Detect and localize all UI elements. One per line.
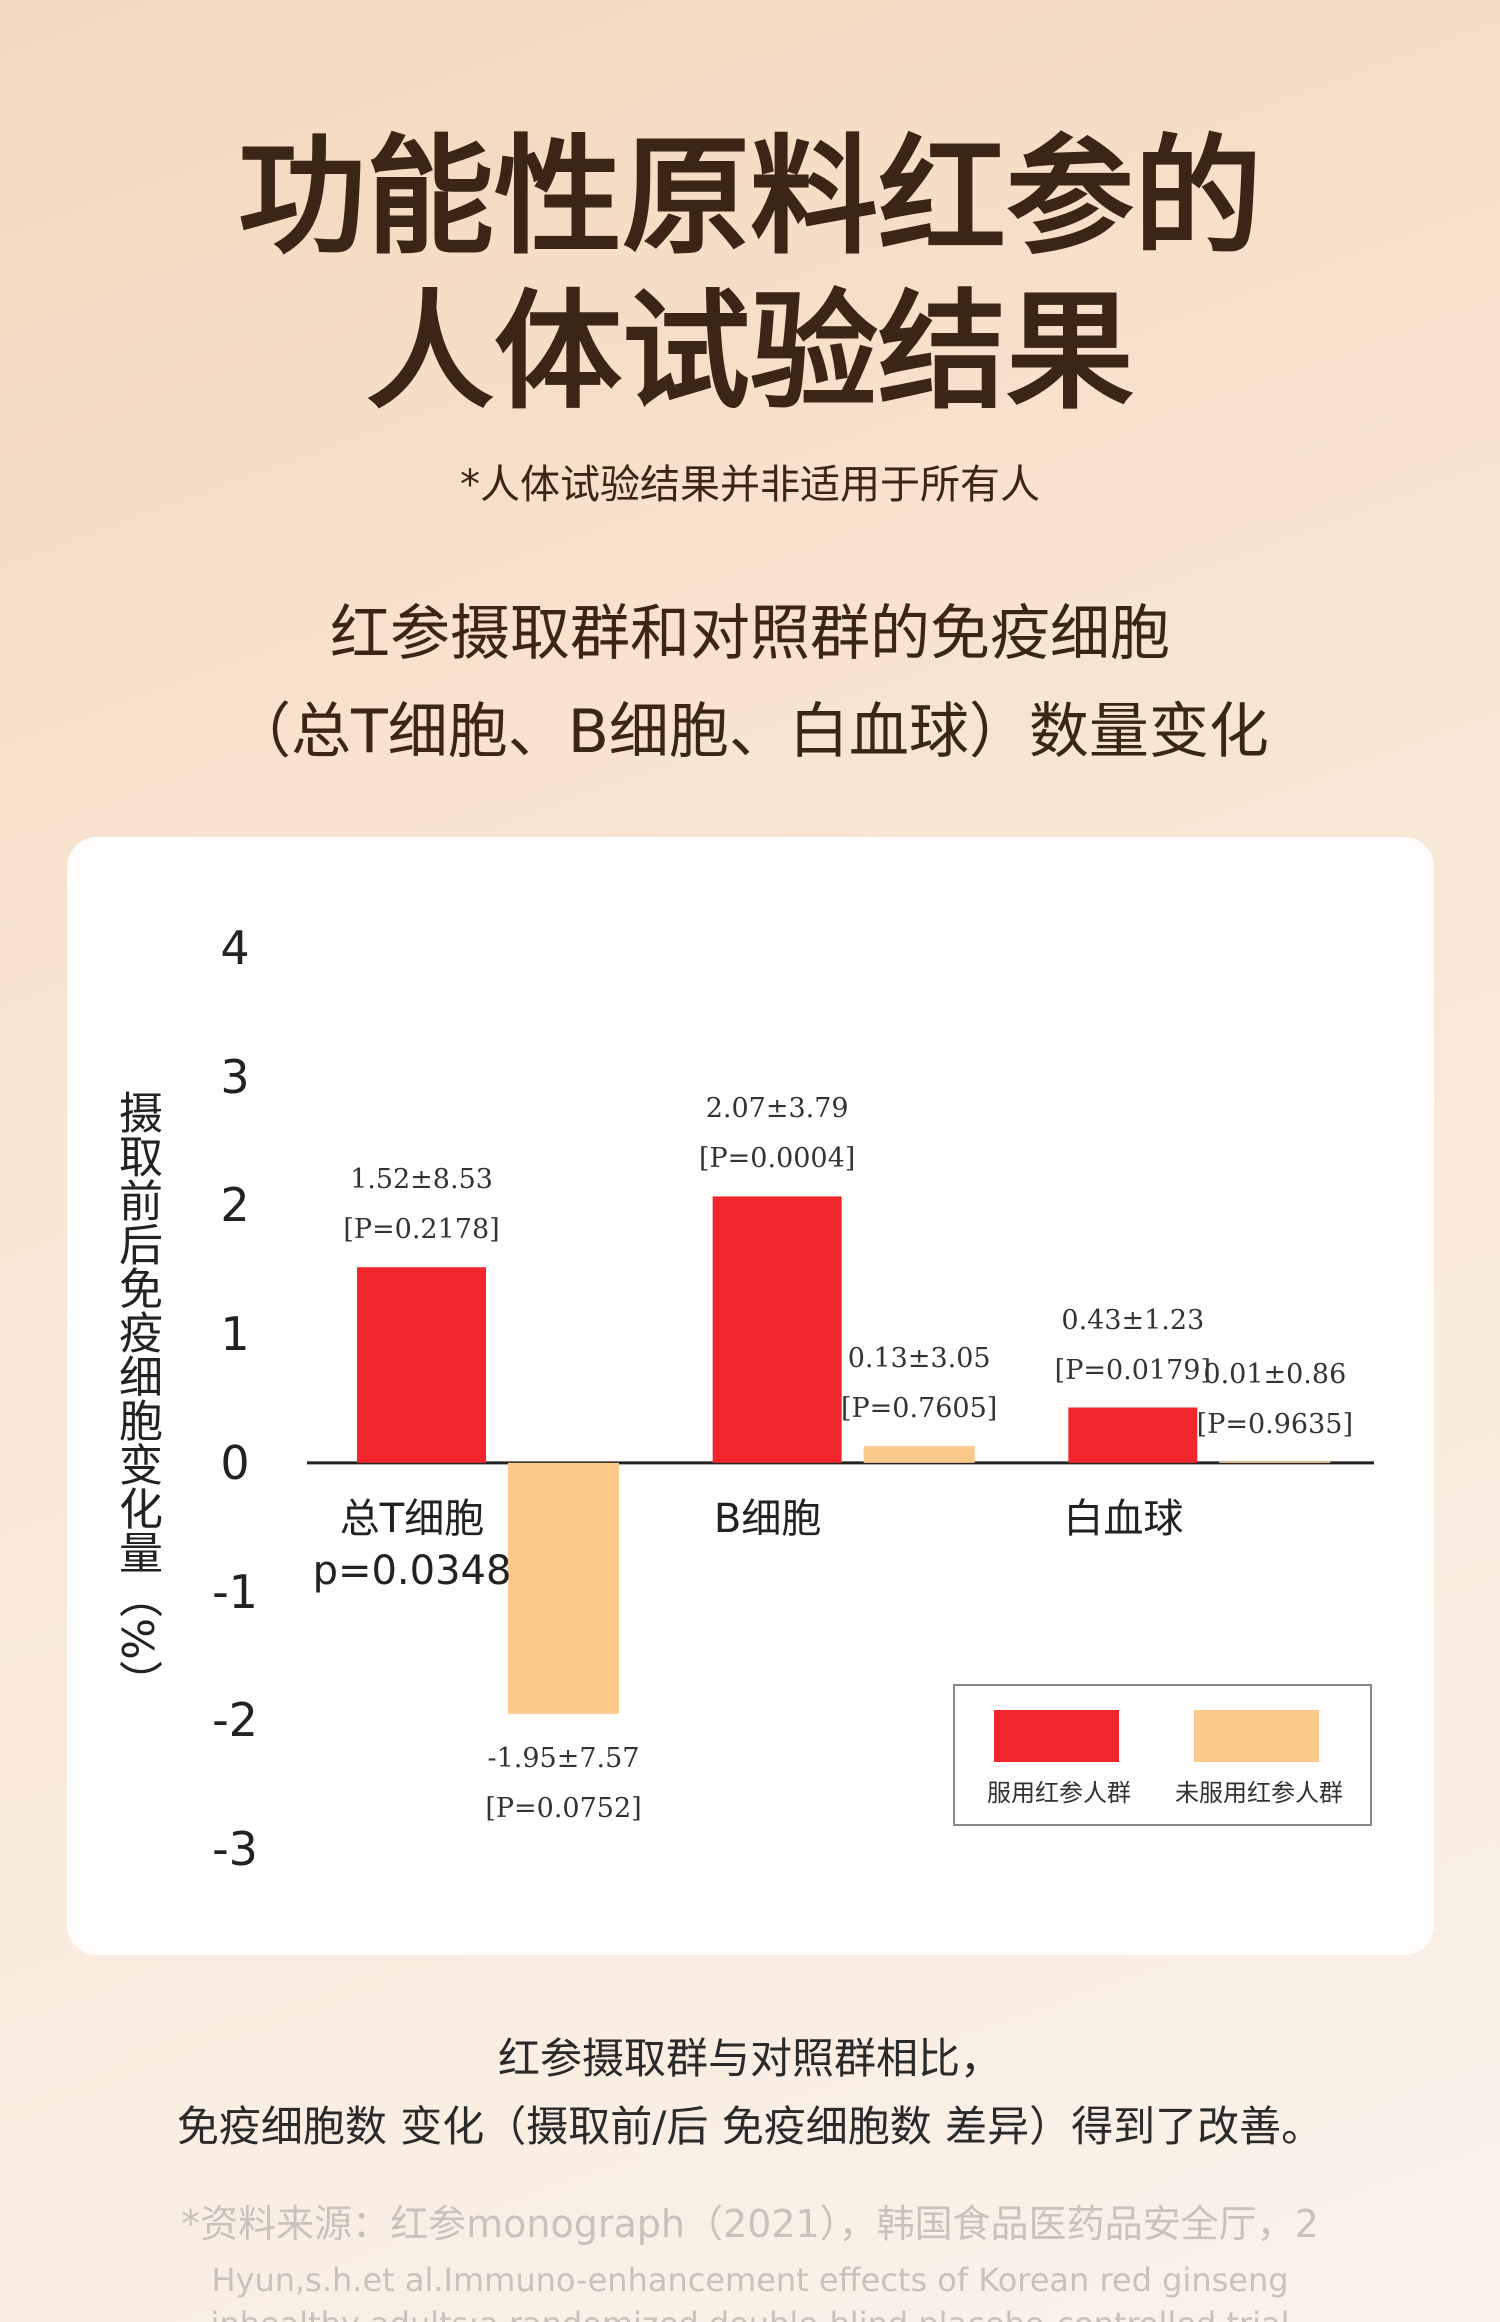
bar [712,1196,842,1463]
chart-title: 红参摄取群和对照群的免疫细胞 [330,599,1170,669]
y-tick-label: 4 [220,921,250,975]
y-tick-label: 2 [220,1178,250,1233]
y-tick-label: -1 [212,1564,258,1619]
page-title: 功能性原料红参的 人体试验结果 [237,123,1262,427]
legend-swatch [994,1710,1119,1762]
y-tick-label: -2 [212,1693,258,1748]
value-label: 0.43±1.23 [P=0.0179] [1054,1304,1211,1386]
legend-label: 服用红参人群 [987,1779,1131,1807]
bar [508,1462,619,1714]
value-label: 0.01±0.86 [P=0.9635] [1196,1358,1353,1440]
value-label: 1.52±8.53 [P=0.2178] [343,1164,500,1246]
bar [357,1267,486,1463]
value-label: -1.95±7.57 [P=0.0752] [485,1742,642,1824]
x-tick-label: B细胞 [713,1495,822,1542]
legend-box [953,1684,1372,1826]
value-label: 2.07±3.79 [P=0.0004] [698,1093,856,1175]
y-axis-label: 摄取前后免疫细胞变化量（%） [111,1090,162,1704]
source: *资料来源：红参monograph（2021），韩国食品医药品安全厅，2 [181,2202,1319,2246]
bar [1219,1461,1331,1463]
value-label: 0.13±3.05 [P=0.7605] [840,1343,998,1425]
bar [863,1446,975,1463]
y-tick-label: 3 [220,1049,250,1104]
legend-label: 未服用红参人群 [1175,1779,1343,1807]
y-tick-label: 1 [220,1307,250,1362]
bar [1068,1407,1198,1463]
legend-swatch [1194,1710,1319,1762]
y-tick-label: 0 [220,1435,250,1490]
y-tick-label: -3 [212,1822,258,1876]
x-tick-label: 白血球 [1063,1495,1184,1542]
disclaimer: *人体试验结果并非适用于所有人 [460,462,1040,508]
x-tick-label: 总T细胞 p=0.0348 [312,1495,512,1594]
conclusion: 红参摄取群与对照群相比， 免疫细胞数 变化（摄取前/后 免疫细胞数 差异）得到了… [176,2034,1324,2151]
reference: Hyun,s.h.et al.Immuno-enhancement effect… [210,2261,1289,2322]
chart-subtitle: （总T细胞、B细胞、白血球）数量变化 [231,697,1269,767]
